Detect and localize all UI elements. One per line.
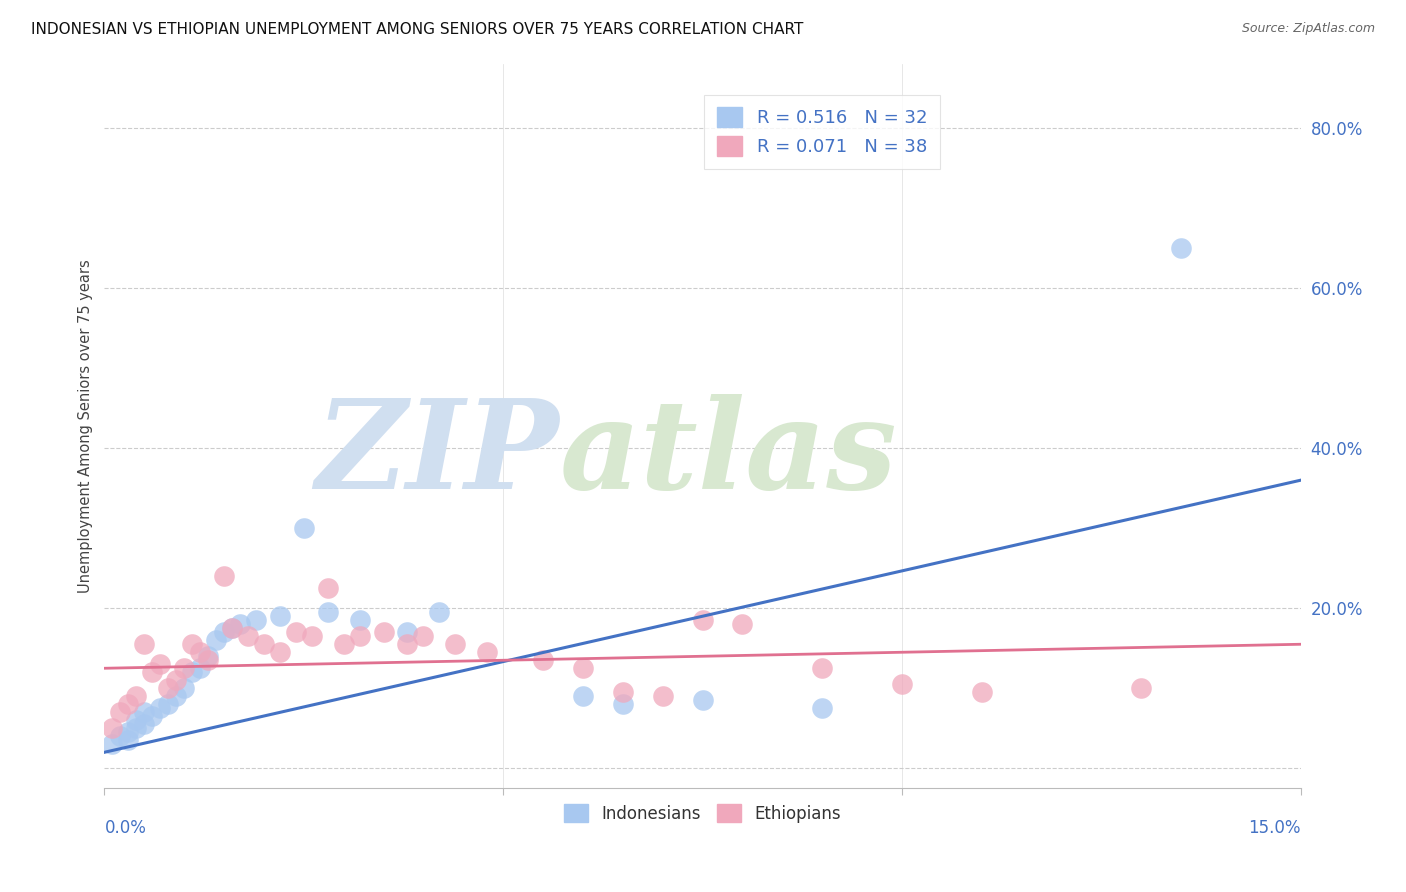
Point — [349, 629, 371, 643]
Point — [651, 690, 673, 704]
Point — [890, 677, 912, 691]
Point — [269, 645, 291, 659]
Point — [572, 690, 595, 704]
Point — [396, 625, 419, 640]
Point — [269, 609, 291, 624]
Point — [212, 625, 235, 640]
Point — [117, 725, 139, 739]
Point — [134, 637, 156, 651]
Text: atlas: atlas — [560, 394, 897, 516]
Text: 0.0%: 0.0% — [104, 819, 146, 837]
Text: Source: ZipAtlas.com: Source: ZipAtlas.com — [1241, 22, 1375, 36]
Point — [181, 637, 204, 651]
Point — [205, 633, 228, 648]
Point — [253, 637, 276, 651]
Point — [125, 690, 148, 704]
Point — [292, 521, 315, 535]
Point — [731, 617, 754, 632]
Point — [149, 657, 172, 672]
Point — [970, 685, 993, 699]
Point — [477, 645, 499, 659]
Point — [229, 617, 252, 632]
Point — [316, 605, 339, 619]
Point — [444, 637, 467, 651]
Point — [221, 621, 243, 635]
Point — [188, 645, 211, 659]
Point — [221, 621, 243, 635]
Point — [692, 693, 714, 707]
Point — [125, 721, 148, 735]
Point — [427, 605, 450, 619]
Point — [316, 581, 339, 595]
Point — [531, 653, 554, 667]
Point — [197, 649, 219, 664]
Point — [165, 690, 187, 704]
Point — [188, 661, 211, 675]
Point — [197, 653, 219, 667]
Point — [612, 698, 634, 712]
Y-axis label: Unemployment Among Seniors over 75 years: Unemployment Among Seniors over 75 years — [79, 260, 93, 593]
Point — [301, 629, 323, 643]
Point — [173, 661, 195, 675]
Point — [165, 673, 187, 688]
Point — [349, 613, 371, 627]
Legend: Indonesians, Ethiopians: Indonesians, Ethiopians — [553, 792, 852, 834]
Point — [117, 733, 139, 747]
Point — [1170, 241, 1192, 255]
Point — [101, 721, 124, 735]
Point — [141, 665, 163, 680]
Point — [212, 569, 235, 583]
Point — [117, 698, 139, 712]
Point — [110, 729, 132, 743]
Point — [157, 698, 180, 712]
Point — [101, 737, 124, 751]
Point — [141, 709, 163, 723]
Point — [173, 681, 195, 696]
Point — [612, 685, 634, 699]
Point — [692, 613, 714, 627]
Point — [134, 717, 156, 731]
Text: INDONESIAN VS ETHIOPIAN UNEMPLOYMENT AMONG SENIORS OVER 75 YEARS CORRELATION CHA: INDONESIAN VS ETHIOPIAN UNEMPLOYMENT AMO… — [31, 22, 803, 37]
Point — [332, 637, 354, 651]
Point — [1130, 681, 1153, 696]
Point — [134, 706, 156, 720]
Point — [811, 661, 834, 675]
Point — [412, 629, 434, 643]
Point — [245, 613, 267, 627]
Point — [811, 701, 834, 715]
Text: 15.0%: 15.0% — [1249, 819, 1301, 837]
Point — [284, 625, 307, 640]
Point — [572, 661, 595, 675]
Point — [373, 625, 395, 640]
Text: ZIP: ZIP — [315, 394, 560, 516]
Point — [149, 701, 172, 715]
Point — [181, 665, 204, 680]
Point — [236, 629, 259, 643]
Point — [110, 706, 132, 720]
Point — [157, 681, 180, 696]
Point — [396, 637, 419, 651]
Point — [125, 713, 148, 727]
